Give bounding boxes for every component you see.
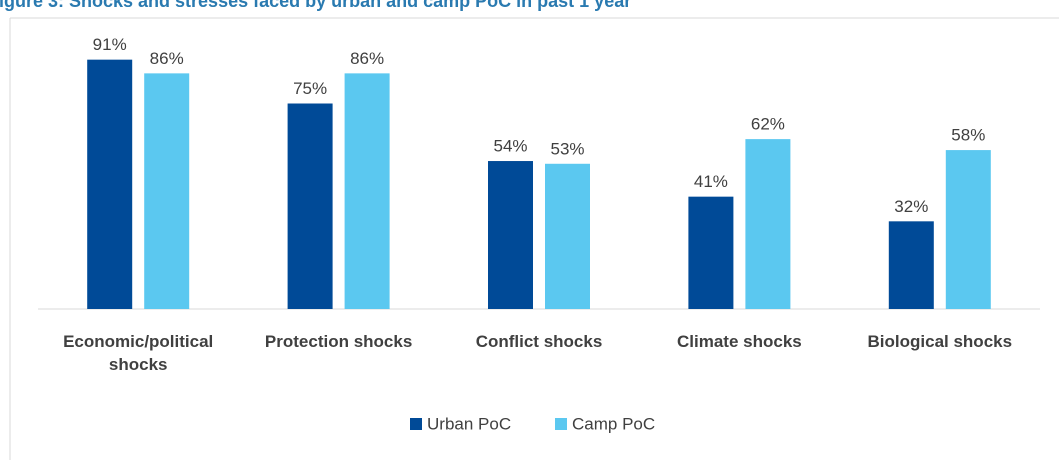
bar <box>745 139 791 309</box>
x-tick-label: Protection shocks <box>264 332 413 351</box>
data-label: 53% <box>550 139 584 158</box>
legend-label: Urban PoC <box>427 414 511 433</box>
bar <box>287 103 333 309</box>
data-label: 91% <box>93 35 127 54</box>
bar <box>144 73 190 309</box>
chart-title: Figure 3: Shocks and stresses faced by u… <box>0 0 631 11</box>
x-tick-label: Conflict shocks <box>475 332 603 351</box>
legend-swatch <box>410 418 422 430</box>
x-tick-label: Biological shocks <box>867 332 1013 351</box>
bar <box>344 73 390 309</box>
x-tick-label: Climate shocks <box>677 332 802 351</box>
bar <box>545 163 590 309</box>
bar <box>945 150 991 309</box>
bar <box>888 221 934 309</box>
data-label: 58% <box>951 126 985 145</box>
legend-swatch <box>555 418 567 430</box>
bar <box>688 196 734 309</box>
x-tick-label: Economic/political shocks <box>63 332 214 374</box>
data-label: 75% <box>293 79 327 98</box>
bar <box>87 59 133 309</box>
legend-label: Camp PoC <box>572 414 655 433</box>
data-label: 32% <box>894 197 928 216</box>
data-label: 62% <box>751 115 785 134</box>
data-label: 54% <box>493 137 527 156</box>
data-label: 86% <box>350 49 384 68</box>
bar <box>488 161 533 309</box>
data-label: 86% <box>150 49 184 68</box>
data-label: 41% <box>694 172 728 191</box>
